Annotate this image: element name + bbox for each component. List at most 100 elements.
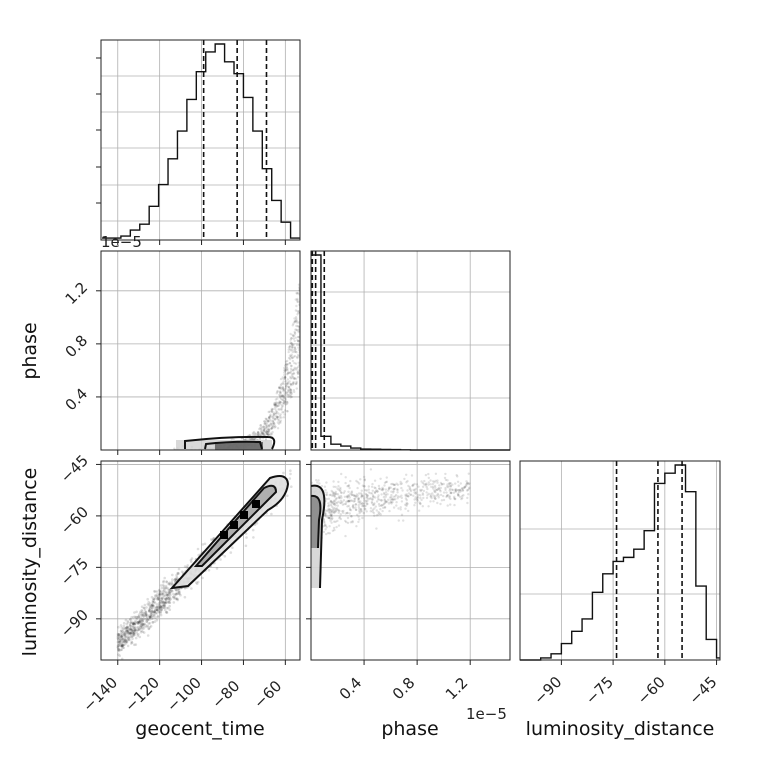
phase-lumdist-point xyxy=(449,487,452,491)
phase-lumdist-point xyxy=(392,487,396,491)
geocent-lumdist-point xyxy=(162,580,165,584)
phase-lumdist-point xyxy=(461,487,464,490)
phase-lumdist-point xyxy=(332,506,335,509)
phase-lumdist-point xyxy=(375,527,378,530)
phase-lumdist-point xyxy=(416,495,420,499)
phase-lumdist-point xyxy=(415,498,418,501)
phase-lumdist-point xyxy=(436,488,439,491)
geocent-lumdist-point xyxy=(128,623,132,627)
geocent-phase-point xyxy=(297,330,300,334)
phase-lumdist-point xyxy=(445,495,448,498)
geocent-phase-point xyxy=(275,412,278,415)
phase-lumdist-point xyxy=(330,518,334,521)
geocent-phase-point xyxy=(250,438,253,441)
geocent-phase-point xyxy=(289,367,293,370)
geocent-phase-point xyxy=(288,348,292,351)
geocent-phase-point xyxy=(277,419,281,422)
geocent-lumdist-point xyxy=(155,618,159,622)
geocent-lumdist-point xyxy=(148,622,152,625)
phase-lumdist-point xyxy=(340,472,343,476)
geocent-lumdist-point xyxy=(121,644,124,647)
phase-lumdist-point xyxy=(395,482,398,485)
geocent-lumdist-point xyxy=(172,595,175,599)
geocent-phase-point xyxy=(289,382,293,386)
geocent-lumdist-point xyxy=(169,593,172,597)
geocent-phase-point xyxy=(274,418,277,421)
phase-lumdist-point xyxy=(371,494,375,497)
phase-lumdist-point xyxy=(363,475,366,479)
geocent-phase-point xyxy=(289,338,292,341)
phase-lumdist-point xyxy=(377,513,380,516)
geocent-phase-point xyxy=(287,389,291,392)
geocent-lumdist-point xyxy=(167,589,171,592)
geocent-lumdist-point xyxy=(117,647,120,651)
geocent-phase-point xyxy=(284,390,287,393)
phase-lumdist-point xyxy=(325,491,329,494)
geocent-phase-point xyxy=(272,425,275,428)
phase-lumdist-point xyxy=(327,505,330,508)
phase-lumdist-point xyxy=(411,484,415,487)
geocent-lumdist-point xyxy=(147,603,151,607)
geocent-phase-point xyxy=(292,372,295,375)
geocent-phase-point xyxy=(259,428,262,431)
phase-lumdist-point xyxy=(363,504,366,508)
phase-lumdist-point xyxy=(393,487,397,490)
geocent-phase-point xyxy=(251,431,255,434)
geocent-lumdist-point xyxy=(125,629,128,633)
geocent-phase-point xyxy=(296,297,299,301)
phase-lumdist-point xyxy=(337,511,340,514)
geocent-lumdist-point xyxy=(131,624,135,628)
phase-lumdist-point xyxy=(378,487,381,490)
phase-lumdist-point xyxy=(325,493,329,496)
geocent-lumdist-point xyxy=(142,614,145,617)
phase-lumdist-point xyxy=(453,503,456,507)
geocent-phase-point xyxy=(293,348,296,352)
geocent-lumdist-point xyxy=(168,590,172,593)
geocent-lumdist-point xyxy=(151,604,154,607)
geocent-lumdist-point xyxy=(135,617,139,621)
geocent-phase-point xyxy=(273,403,276,406)
geocent-phase-point xyxy=(270,427,273,430)
geocent-lumdist-point xyxy=(177,590,181,594)
geocent-phase-point xyxy=(283,400,286,403)
geocent-phase-point xyxy=(273,417,276,420)
geocent-lumdist-point xyxy=(151,606,154,610)
phase-lumdist-point xyxy=(347,494,350,497)
phase-lumdist-point xyxy=(328,493,331,497)
geocent-lumdist-point xyxy=(290,485,293,489)
geocent-phase-point xyxy=(269,432,272,435)
geocent-lumdist-point xyxy=(126,644,130,648)
phase-lumdist-point xyxy=(376,490,379,493)
geocent-lumdist-point xyxy=(161,606,164,610)
phase-lumdist-point xyxy=(394,495,397,498)
phase-lumdist-point xyxy=(404,503,407,506)
phase-lumdist-point xyxy=(341,500,344,504)
phase-lumdist-point xyxy=(361,502,364,505)
geocent-lumdist-point xyxy=(117,640,121,644)
geocent-lumdist-point xyxy=(130,620,133,623)
geocent-phase-point xyxy=(287,385,291,389)
geocent-lumdist-point xyxy=(150,606,154,610)
geocent-lumdist-point xyxy=(124,642,128,645)
geocent-phase-point xyxy=(293,366,296,369)
geocent-lumdist-point xyxy=(118,634,121,638)
geocent-lumdist-point xyxy=(144,612,147,616)
geocent-lumdist-point xyxy=(140,624,144,627)
phase-lumdist-point xyxy=(456,492,460,495)
geocent-lumdist-point xyxy=(132,631,136,634)
phase-lumdist-point xyxy=(389,498,392,502)
geocent-phase-point xyxy=(285,393,288,397)
phase-lumdist-point xyxy=(365,501,368,504)
geocent-xtick-label-1: −120 xyxy=(121,674,163,716)
phase-lumdist-point xyxy=(358,511,361,515)
geocent-lumdist-point xyxy=(161,600,164,604)
geocent-lumdist-point xyxy=(151,603,154,607)
phase-lumdist-point xyxy=(381,503,384,507)
geocent-lumdist-point xyxy=(168,581,171,585)
geocent-lumdist-point xyxy=(156,597,159,600)
phase-lumdist-point xyxy=(342,499,346,502)
phase-lumdist-point xyxy=(405,504,408,507)
phase-lumdist-point xyxy=(390,497,394,501)
phase-lumdist-point xyxy=(392,506,396,509)
